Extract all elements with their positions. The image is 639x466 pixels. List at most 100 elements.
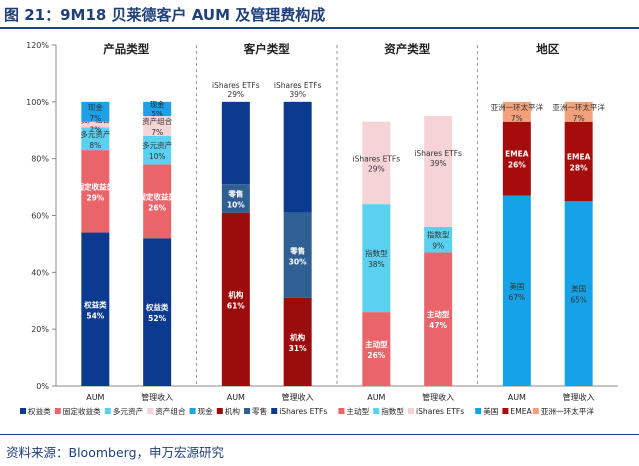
bar-segment	[81, 121, 110, 128]
x-tick-label: AUM	[227, 393, 245, 402]
legend-swatch	[408, 408, 414, 414]
bar-segment	[502, 121, 531, 196]
legend-label: EMEA	[510, 407, 532, 416]
segment-value-label: 10%	[227, 200, 245, 209]
segment-name-label: 固定收益类	[77, 181, 115, 191]
segment-value-label: 26%	[148, 203, 166, 212]
group-title: 地区	[536, 42, 559, 56]
figure-header: 图 21：9M18 贝莱德客户 AUM 及管理费构成	[0, 0, 639, 30]
segment-value-label: 67%	[509, 293, 526, 302]
y-tick-label: 0%	[36, 382, 49, 391]
segment-name-label: 多元资产	[142, 140, 172, 150]
segment-value-label: 9%	[432, 242, 444, 251]
y-tick-label: 100%	[26, 98, 49, 107]
segment-name-label: 固定收益类	[138, 191, 176, 201]
segment-name-label: 多元资产	[80, 129, 110, 139]
legend-swatch	[373, 408, 380, 414]
legend-swatch	[54, 408, 61, 414]
segment-name-label: 指数型	[365, 248, 388, 258]
segment-value-label: 29%	[368, 165, 385, 174]
source-divider	[0, 434, 639, 435]
segment-name-label: 美国	[571, 284, 586, 294]
segment-name-label: EMEA	[567, 153, 591, 162]
bar-segment	[564, 121, 593, 202]
legend-label: 机构	[225, 406, 241, 416]
legend-swatch	[20, 408, 26, 414]
legend-swatch	[502, 408, 509, 414]
segment-name-label: 机构	[228, 289, 243, 299]
bar-segment	[564, 101, 593, 122]
segment-name-label: 权益类	[145, 302, 169, 312]
bar-segment	[502, 101, 531, 122]
legend-label: 美国	[483, 406, 498, 416]
segment-value-label: 5%	[151, 109, 163, 118]
segment-value-label: 38%	[368, 260, 385, 269]
segment-value-label: 39%	[289, 90, 306, 99]
bar-segment	[81, 127, 110, 151]
bar-segment	[81, 232, 110, 386]
segment-value-label: 39%	[430, 159, 447, 168]
segment-name-label: iShares ETFs	[212, 81, 260, 90]
segment-name-label: 权益类	[83, 299, 107, 309]
segment-name-label: 零售	[289, 245, 305, 255]
group-title: 客户类型	[243, 42, 290, 56]
bar-segment	[362, 312, 391, 386]
segment-name-label: 美国	[509, 281, 524, 291]
segment-value-label: 7%	[573, 114, 585, 123]
legend-swatch	[244, 408, 250, 414]
segment-value-label: 29%	[228, 90, 245, 99]
legend-swatch	[475, 408, 482, 414]
bar-segment	[143, 135, 172, 165]
group-title: 产品类型	[103, 42, 149, 56]
x-tick-label: 管理收入	[422, 392, 454, 402]
segment-value-label: 52%	[148, 314, 166, 323]
segment-value-label: 7%	[89, 114, 101, 123]
segment-name-label: iShares ETFs	[274, 81, 322, 90]
legend-label: iShares ETFs	[416, 407, 464, 416]
bar-segment	[221, 101, 250, 185]
segment-name-label: 主动型	[365, 339, 388, 349]
bar-segment	[81, 150, 110, 233]
bar-segment	[502, 195, 531, 386]
segment-value-label: 30%	[289, 257, 307, 266]
legend-label: 资产组合	[155, 406, 186, 416]
bar-segment	[221, 184, 250, 213]
segment-value-label: 10%	[149, 152, 166, 161]
y-tick-label: 120%	[26, 41, 49, 50]
legend-label: 零售	[252, 406, 267, 416]
legend-label: 权益类	[28, 406, 51, 416]
group-title: 资产类型	[384, 42, 430, 56]
segment-name-label: 亚洲一环太平洋	[491, 102, 544, 112]
segment-name-label: 机构	[290, 332, 305, 342]
y-tick-label: 60%	[31, 212, 49, 221]
bar-segment	[564, 201, 593, 386]
segment-name-label: iShares ETFs	[353, 155, 401, 164]
segment-name-label: 亚洲一环太平洋	[552, 102, 605, 112]
legend-swatch	[104, 408, 111, 414]
source-note: 资料来源：Bloomberg，申万宏源研究	[6, 445, 224, 460]
bar-segment	[143, 116, 172, 136]
bar-segment	[283, 212, 312, 298]
legend-label: 现金	[198, 406, 214, 416]
segment-value-label: 28%	[570, 164, 588, 173]
segment-value-label: 7%	[511, 114, 523, 123]
segment-name-label: 主动型	[427, 309, 450, 319]
legend-label: 指数型	[381, 406, 404, 416]
segment-name-label: iShares ETFs	[414, 149, 462, 158]
segment-value-label: 29%	[86, 193, 104, 202]
legend-swatch	[338, 408, 345, 414]
bar-segment	[424, 252, 453, 386]
legend-swatch	[189, 408, 196, 414]
bar-segment	[221, 212, 250, 386]
segment-name-label: 现金	[88, 102, 103, 112]
y-tick-label: 80%	[31, 155, 49, 164]
legend-swatch	[216, 408, 223, 414]
segment-value-label: 65%	[570, 296, 587, 305]
segment-value-label: 26%	[508, 161, 526, 170]
segment-value-label: 54%	[86, 311, 104, 320]
segment-name-label: 指数型	[427, 230, 450, 240]
segment-value-label: 7%	[151, 128, 163, 137]
legend-label: 多元资产	[113, 406, 144, 416]
title-divider	[0, 27, 639, 29]
